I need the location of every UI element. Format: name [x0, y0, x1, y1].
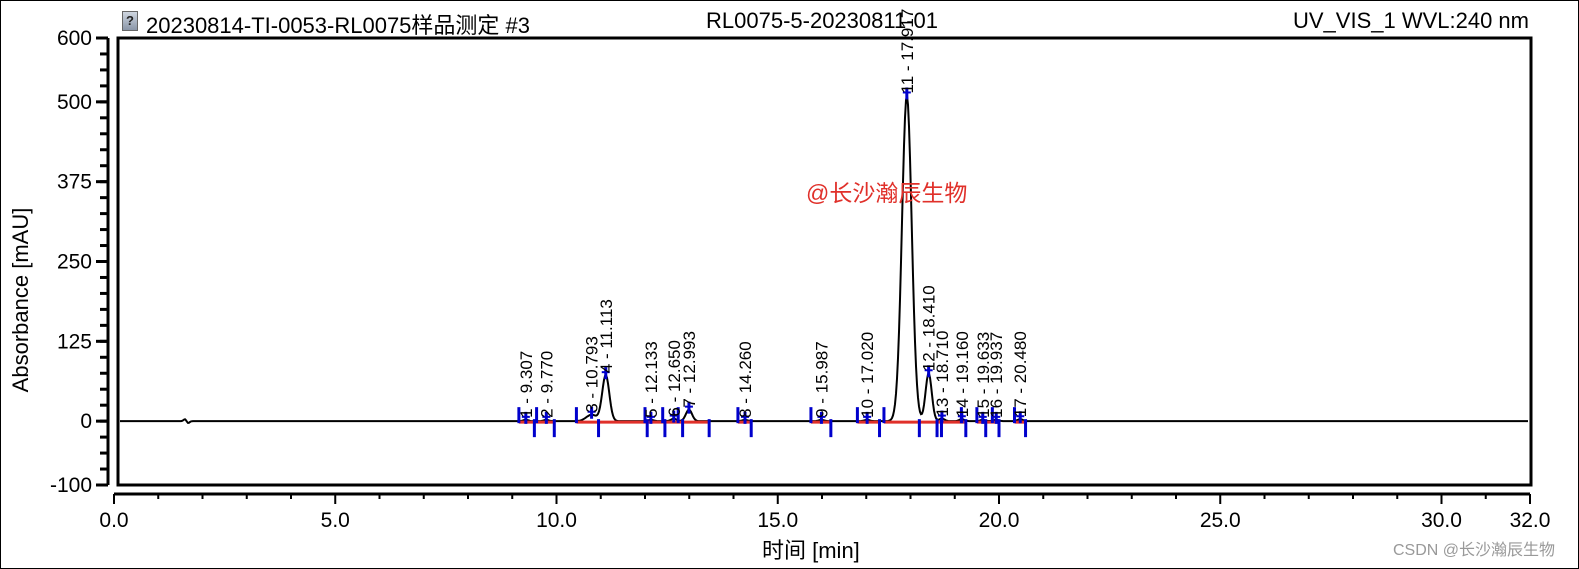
x-tick-label: 10.0 — [536, 509, 577, 532]
injection-name: RL0075-5-20230811-01 — [706, 8, 938, 33]
y-axis-label-text: Absorbance [mAU] — [8, 207, 33, 393]
peak-label: 3 - 10.793 — [583, 336, 602, 413]
y-tick-label: 250 — [57, 251, 92, 274]
plot-area — [116, 36, 1533, 487]
x-tick-label: 32.0 — [1510, 509, 1551, 532]
x-axis-label: 时间 [min] — [762, 538, 860, 563]
y-tick-label: 600 — [57, 27, 92, 50]
x-tick-label: 30.0 — [1421, 509, 1462, 532]
peak-label: 7 - 12.993 — [680, 331, 699, 408]
x-tick-label: 20.0 — [979, 509, 1020, 532]
chart-title-bar: ? 20230814-TI-0053-RL0075样品测定 #3 RL0075-… — [0, 5, 1579, 38]
channel-name: UV_VIS_1 WVL:240 nm — [1292, 8, 1529, 33]
peak-label: 1 - 9.307 — [517, 351, 536, 418]
y-tick-label: 125 — [57, 330, 92, 353]
peak-label: 9 - 15.987 — [812, 341, 831, 418]
peak-label: 15 - 19.633 — [974, 332, 993, 418]
unknown-file-icon: ? — [122, 11, 138, 31]
peak-label: 10 - 17.020 — [858, 332, 877, 418]
y-tick-label: 375 — [57, 171, 92, 194]
peak-label: 16 - 19.937 — [987, 332, 1006, 418]
y-axis-label: Absorbance [mAU] — [8, 180, 34, 420]
peak-label: 4 - 11.113 — [597, 299, 616, 373]
peak-label: 8 - 14.260 — [736, 341, 755, 418]
chromatogram-trace — [120, 95, 1528, 424]
peak-label: 5 - 12.133 — [642, 341, 661, 418]
peak-label: 13 - 18.710 — [933, 331, 952, 417]
peak-label: 17 - 20.480 — [1011, 331, 1030, 417]
x-tick-label: 0.0 — [99, 509, 128, 532]
x-tick-label: 25.0 — [1200, 509, 1241, 532]
peak-label: 11 - 17.917 — [898, 9, 917, 94]
sample-name: 20230814-TI-0053-RL0075样品测定 #3 — [146, 13, 531, 38]
y-tick-label: 500 — [57, 91, 92, 114]
y-tick-label: -100 — [50, 474, 92, 497]
peak-label: 14 - 19.160 — [953, 331, 972, 417]
x-tick-label: 5.0 — [321, 509, 350, 532]
peak-label: 2 - 9.770 — [537, 351, 556, 418]
watermark-center: @长沙瀚辰生物 — [806, 180, 968, 206]
peak-label: 12 - 18.410 — [920, 285, 939, 371]
y-tick-label: 0 — [80, 410, 92, 433]
x-tick-label: 15.0 — [757, 509, 798, 532]
peak-label: 6 - 12.650 — [665, 340, 684, 417]
watermark-csdn: CSDN @长沙瀚辰生物 — [1392, 542, 1555, 559]
